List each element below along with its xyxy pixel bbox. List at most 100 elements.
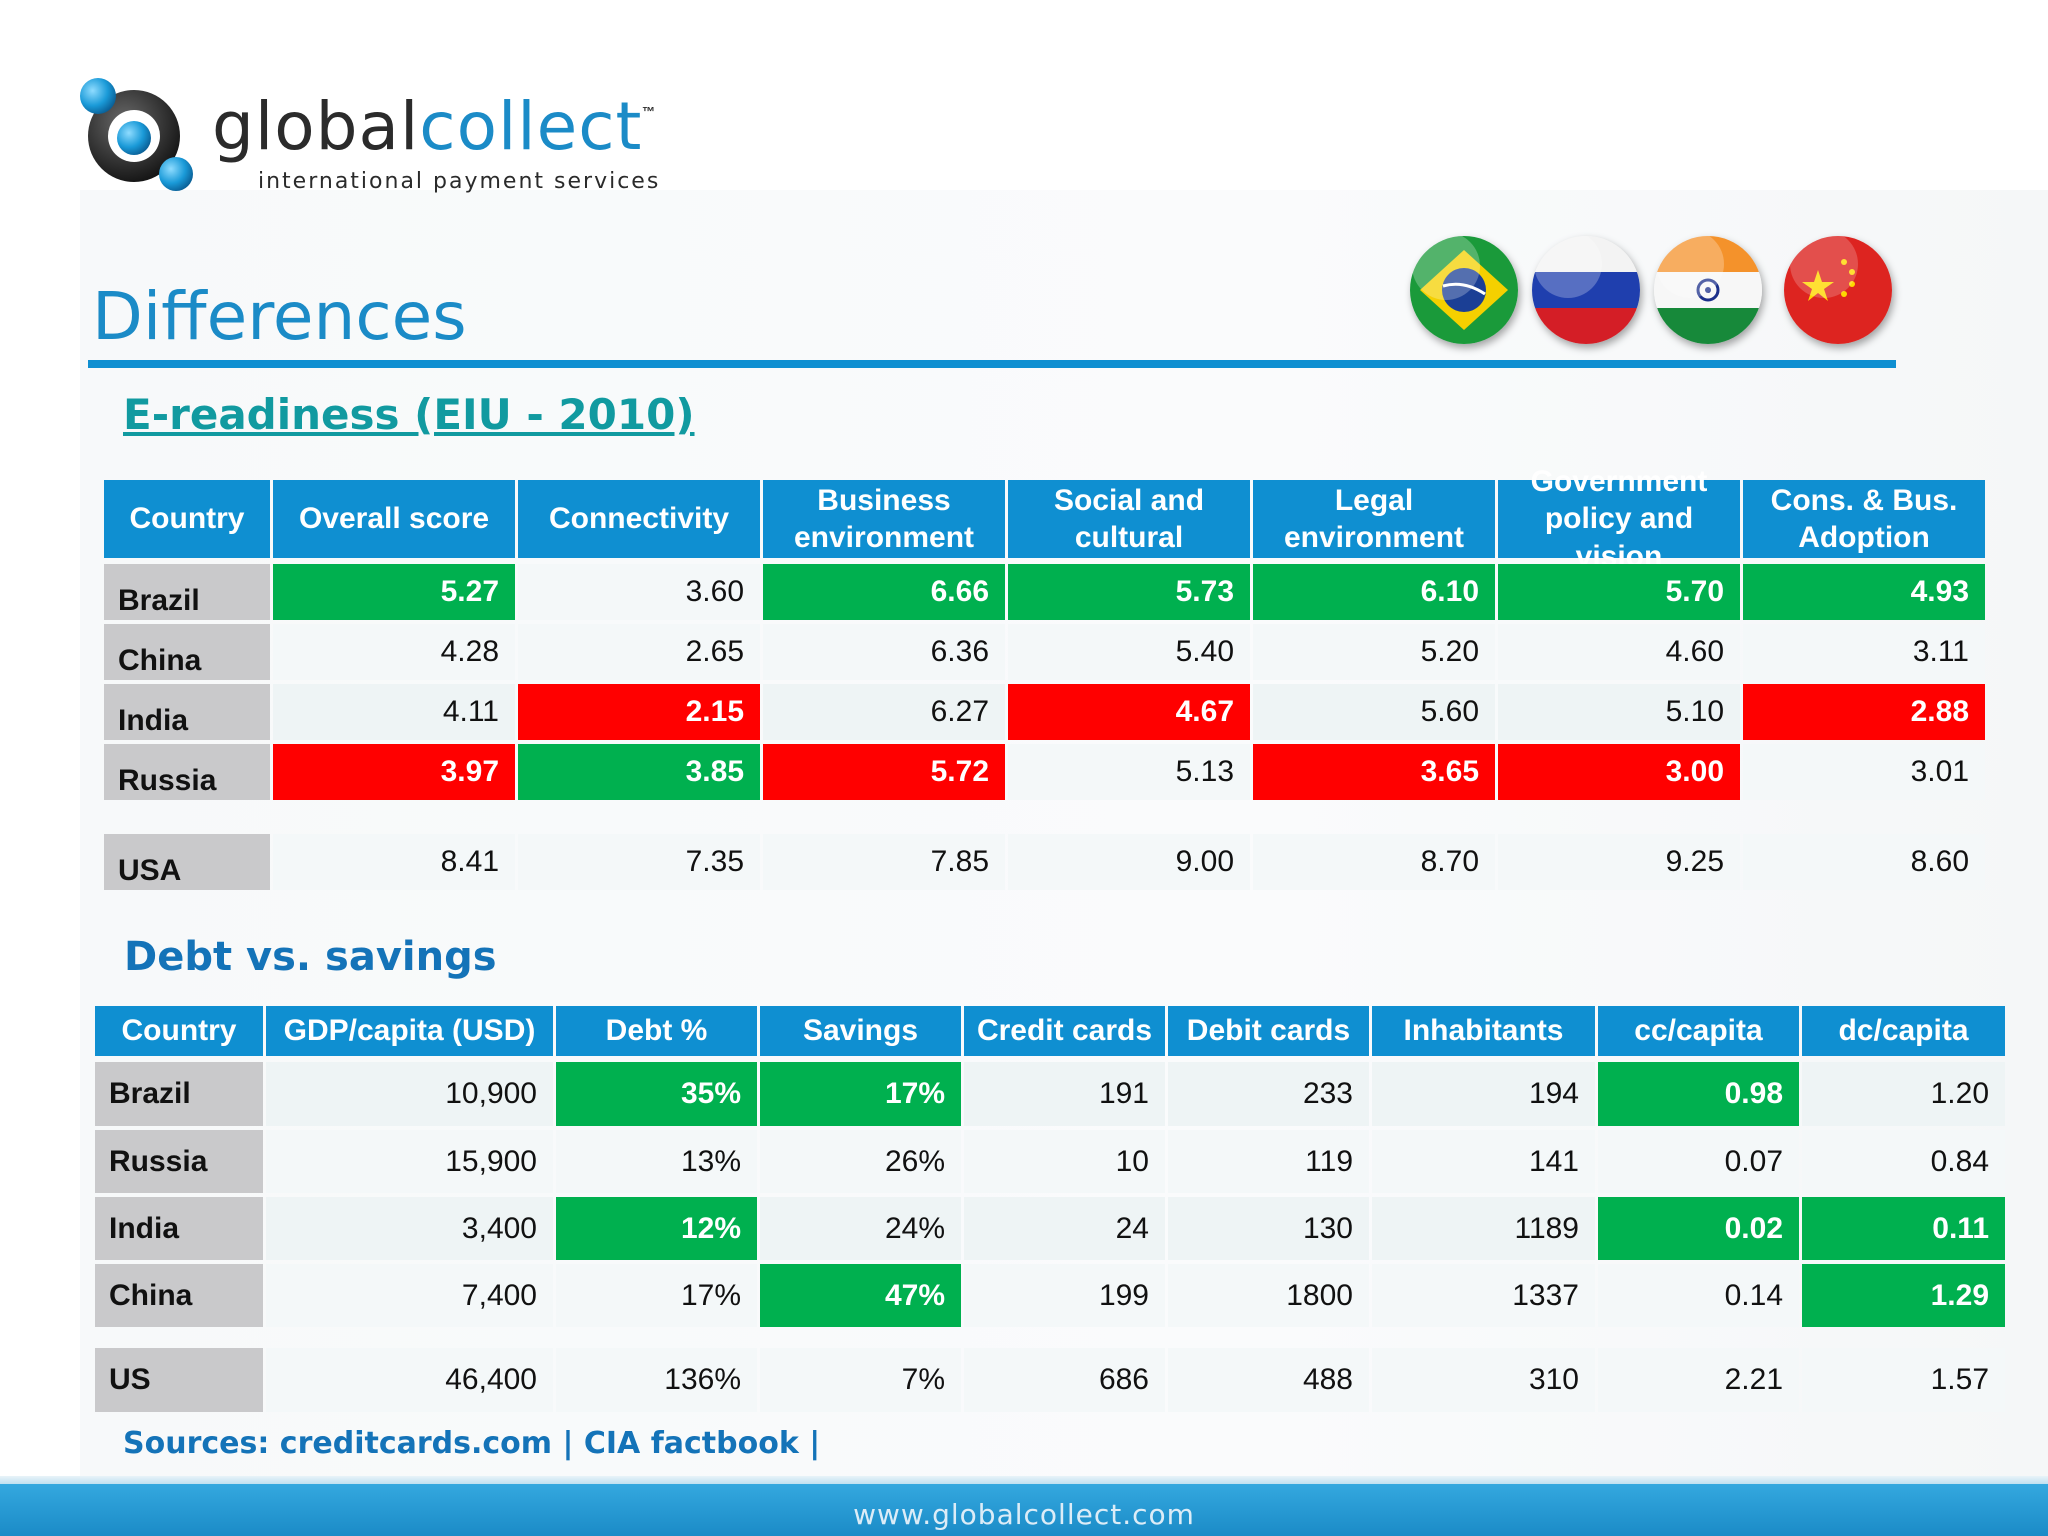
- title-divider: [88, 360, 1896, 368]
- value-cell: 1.57: [1802, 1348, 2005, 1412]
- value-cell: 6.66: [763, 564, 1005, 620]
- value-cell: 1800: [1168, 1264, 1369, 1327]
- column-header: Overall score: [273, 480, 515, 558]
- value-cell: 191: [964, 1062, 1165, 1126]
- table-row: USA 8.41 7.35 7.85 9.00 8.70 9.25 8.60: [104, 834, 1985, 890]
- value-cell: 119: [1168, 1130, 1369, 1193]
- value-cell: 6.27: [763, 684, 1005, 740]
- column-header: Business environment: [763, 480, 1005, 558]
- value-cell: 3,400: [266, 1197, 553, 1260]
- value-cell: 3.01: [1743, 744, 1985, 800]
- china-flag-icon: [1784, 236, 1892, 344]
- value-cell: 5.73: [1008, 564, 1250, 620]
- country-cell: US: [95, 1348, 263, 1412]
- column-header: Social and cultural: [1008, 480, 1250, 558]
- country-cell: India: [104, 684, 270, 740]
- value-cell: 7.85: [763, 834, 1005, 890]
- value-cell: 3.85: [518, 744, 760, 800]
- value-cell: 199: [964, 1264, 1165, 1327]
- value-cell: 13%: [556, 1130, 757, 1193]
- value-cell: 4.67: [1008, 684, 1250, 740]
- value-cell: 5.70: [1498, 564, 1740, 620]
- country-cell: China: [104, 624, 270, 680]
- brazil-flag-icon: [1410, 236, 1518, 344]
- sources-note: Sources: creditcards.com | CIA factbook …: [123, 1426, 821, 1461]
- value-cell: 4.28: [273, 624, 515, 680]
- column-header: Country: [104, 480, 270, 558]
- value-cell: 0.11: [1802, 1197, 2005, 1260]
- table-row: China 7,400 17% 47% 199 1800 1337 0.14 1…: [95, 1264, 2005, 1327]
- value-cell: 35%: [556, 1062, 757, 1126]
- country-cell: Russia: [104, 744, 270, 800]
- column-header: GDP/capita (USD): [266, 1006, 553, 1056]
- value-cell: 5.27: [273, 564, 515, 620]
- footer-band: [0, 1476, 2048, 1484]
- value-cell: 0.84: [1802, 1130, 2005, 1193]
- value-cell: 7%: [760, 1348, 961, 1412]
- russia-flag-icon: [1532, 236, 1640, 344]
- value-cell: 233: [1168, 1062, 1369, 1126]
- value-cell: 141: [1372, 1130, 1595, 1193]
- value-cell: 0.14: [1598, 1264, 1799, 1327]
- logo-tagline: international payment services: [258, 169, 661, 194]
- country-cell: USA: [104, 834, 270, 890]
- footer-bar: [0, 1484, 2048, 1536]
- value-cell: 3.00: [1498, 744, 1740, 800]
- value-cell: 2.65: [518, 624, 760, 680]
- value-cell: 5.72: [763, 744, 1005, 800]
- value-cell: 17%: [760, 1062, 961, 1126]
- column-header: Legal environment: [1253, 480, 1495, 558]
- table-header-row: Country GDP/capita (USD) Debt % Savings …: [95, 1006, 2005, 1056]
- debt-savings-table: Country GDP/capita (USD) Debt % Savings …: [95, 1006, 2013, 1412]
- table-row: India 3,400 12% 24% 24 130 1189 0.02 0.1…: [95, 1197, 2005, 1260]
- value-cell: 46,400: [266, 1348, 553, 1412]
- value-cell: 8.41: [273, 834, 515, 890]
- country-cell: China: [95, 1264, 263, 1327]
- value-cell: 3.60: [518, 564, 760, 620]
- column-header: Cons. & Bus. Adoption: [1743, 480, 1985, 558]
- value-cell: 3.11: [1743, 624, 1985, 680]
- value-cell: 3.65: [1253, 744, 1495, 800]
- value-cell: 15,900: [266, 1130, 553, 1193]
- ereadiness-heading: E-readiness (EIU - 2010): [123, 390, 695, 439]
- value-cell: 9.25: [1498, 834, 1740, 890]
- value-cell: 4.11: [273, 684, 515, 740]
- value-cell: 1.20: [1802, 1062, 2005, 1126]
- value-cell: 2.15: [518, 684, 760, 740]
- debt-savings-heading: Debt vs. savings: [124, 934, 497, 980]
- column-header: Savings: [760, 1006, 961, 1056]
- value-cell: 5.13: [1008, 744, 1250, 800]
- table-row: China 4.28 2.65 6.36 5.40 5.20 4.60 3.11: [104, 624, 1985, 680]
- table-row: Russia 3.97 3.85 5.72 5.13 3.65 3.00 3.0…: [104, 744, 1985, 800]
- value-cell: 8.60: [1743, 834, 1985, 890]
- column-header: Credit cards: [964, 1006, 1165, 1056]
- value-cell: 24%: [760, 1197, 961, 1260]
- value-cell: 4.60: [1498, 624, 1740, 680]
- column-header: Government policy and vision: [1498, 465, 1740, 573]
- logo-trademark: ™: [642, 104, 655, 119]
- value-cell: 9.00: [1008, 834, 1250, 890]
- column-header: Connectivity: [518, 480, 760, 558]
- value-cell: 7.35: [518, 834, 760, 890]
- india-flag-icon: [1654, 236, 1762, 344]
- page-title: Differences: [92, 278, 467, 355]
- value-cell: 0.98: [1598, 1062, 1799, 1126]
- column-header: Country: [95, 1006, 263, 1056]
- value-cell: 2.88: [1743, 684, 1985, 740]
- value-cell: 12%: [556, 1197, 757, 1260]
- value-cell: 5.40: [1008, 624, 1250, 680]
- country-cell: Brazil: [104, 564, 270, 620]
- globalcollect-logo: globalcollect ™ international payment se…: [76, 76, 676, 206]
- value-cell: 5.10: [1498, 684, 1740, 740]
- value-cell: 1189: [1372, 1197, 1595, 1260]
- value-cell: 7,400: [266, 1264, 553, 1327]
- logo-wordmark: globalcollect: [212, 88, 643, 165]
- column-header: cc/capita: [1598, 1006, 1799, 1056]
- value-cell: 5.20: [1253, 624, 1495, 680]
- value-cell: 136%: [556, 1348, 757, 1412]
- value-cell: 10,900: [266, 1062, 553, 1126]
- value-cell: 2.21: [1598, 1348, 1799, 1412]
- value-cell: 0.07: [1598, 1130, 1799, 1193]
- table-header-row: Country Overall score Connectivity Busin…: [104, 465, 1985, 573]
- value-cell: 1337: [1372, 1264, 1595, 1327]
